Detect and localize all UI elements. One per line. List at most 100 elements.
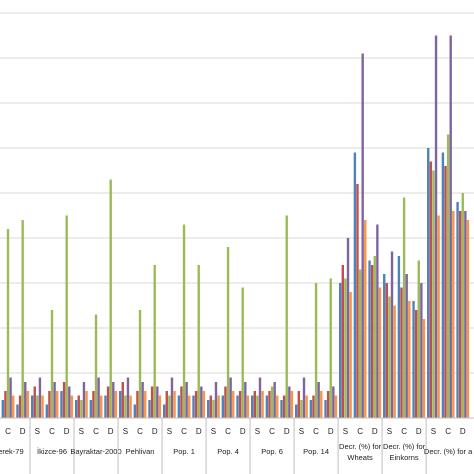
bar	[280, 400, 283, 418]
x-tick-label: C	[401, 427, 407, 436]
bar	[150, 386, 154, 418]
bar	[238, 391, 242, 418]
bar	[397, 256, 401, 418]
bar	[246, 395, 250, 418]
bar	[65, 215, 68, 418]
x-tick-label: C	[269, 427, 275, 436]
bar	[202, 391, 206, 418]
bar	[444, 166, 447, 418]
bar	[170, 377, 174, 418]
x-tick-label: D	[416, 427, 422, 436]
bar	[182, 224, 186, 418]
bar	[18, 395, 22, 418]
bar	[302, 377, 306, 418]
bar	[250, 395, 254, 418]
bar	[349, 292, 352, 418]
x-tick-label: D	[372, 427, 378, 436]
bar	[309, 400, 313, 418]
bar	[85, 391, 88, 418]
bar	[16, 404, 19, 418]
bar	[393, 305, 396, 418]
bar	[133, 404, 137, 418]
bar	[270, 386, 274, 418]
x-tick-label: S	[299, 427, 304, 436]
bar	[177, 395, 181, 418]
bar	[432, 170, 435, 418]
x-tick-label: S	[35, 427, 40, 436]
bar	[297, 391, 301, 418]
bar	[370, 265, 374, 418]
bar	[209, 395, 212, 418]
bar	[224, 386, 227, 418]
bar	[265, 395, 269, 418]
bar	[324, 400, 327, 418]
bar	[466, 220, 470, 418]
bar	[138, 310, 142, 418]
bar	[50, 310, 54, 418]
bar	[33, 386, 36, 418]
bar	[452, 211, 455, 418]
bar	[80, 400, 83, 418]
bar	[89, 400, 93, 418]
bar	[36, 395, 39, 418]
bar	[368, 260, 371, 418]
bar	[141, 382, 144, 418]
x-tick-label: C	[49, 427, 55, 436]
group-label: Pop. 1	[173, 447, 195, 456]
bar	[12, 395, 15, 418]
bar	[106, 386, 110, 418]
x-tick-label: D	[196, 427, 202, 436]
bar	[124, 395, 127, 418]
bar	[268, 391, 271, 418]
bar	[100, 395, 103, 418]
bar	[114, 391, 118, 418]
x-tick-label: S	[387, 427, 392, 436]
x-tick-label: C	[181, 427, 187, 436]
bar	[173, 391, 176, 418]
bar	[276, 395, 279, 418]
bar	[414, 310, 418, 418]
bar	[390, 251, 394, 418]
bar	[165, 391, 168, 418]
bar	[383, 274, 386, 418]
group-label: Bayraktar-2000	[70, 447, 121, 456]
bar	[437, 215, 440, 418]
bar	[221, 395, 225, 418]
x-tick-label: S	[211, 427, 216, 436]
bar	[317, 382, 320, 418]
bar	[45, 404, 49, 418]
bar	[126, 377, 130, 418]
bar	[129, 395, 132, 418]
bar	[60, 391, 63, 418]
group-label: Einkorns	[390, 453, 419, 462]
bar	[427, 148, 430, 418]
bar	[241, 287, 244, 418]
x-tick-label: C	[225, 427, 231, 436]
bar	[376, 224, 379, 418]
bar	[456, 202, 459, 418]
bar	[192, 395, 195, 418]
bar	[329, 278, 332, 418]
bar	[144, 391, 147, 418]
bar	[197, 265, 200, 418]
group-label: İkizce-96	[37, 447, 67, 456]
bar	[74, 400, 78, 418]
bar	[200, 386, 203, 418]
bar	[402, 197, 406, 418]
bar	[320, 391, 323, 418]
x-tick-label: C	[445, 427, 451, 436]
x-tick-label: C	[313, 427, 319, 436]
bar	[353, 152, 357, 418]
bar	[97, 377, 100, 418]
x-tick-label: C	[93, 427, 99, 436]
bar	[158, 395, 162, 418]
x-tick-label: S	[79, 427, 84, 436]
bar	[417, 260, 420, 418]
bar	[194, 391, 198, 418]
bar	[104, 395, 107, 418]
bar	[9, 377, 12, 418]
bar	[361, 53, 364, 418]
bar	[258, 377, 262, 418]
bar	[344, 278, 347, 418]
bar	[449, 35, 452, 418]
